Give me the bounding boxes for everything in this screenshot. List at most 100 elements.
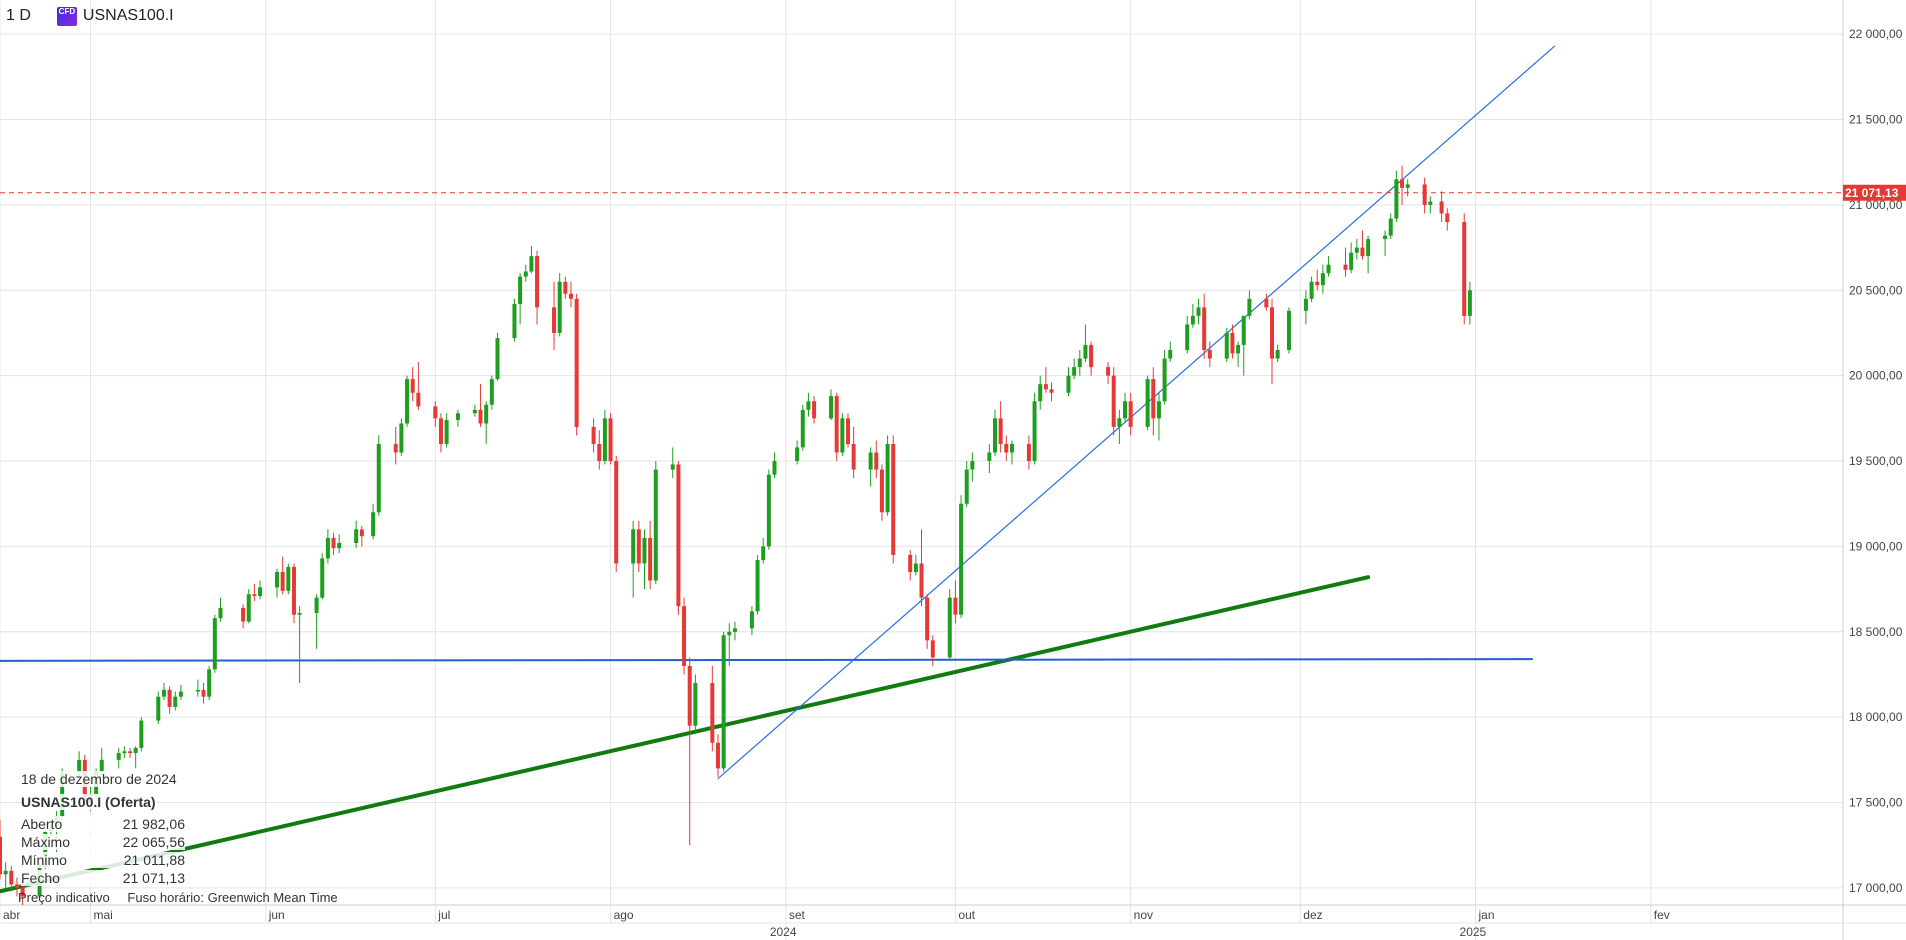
- candle-body: [1422, 184, 1427, 205]
- candle-body: [512, 303, 517, 339]
- candle-body: [908, 554, 913, 573]
- candle-body: [1168, 350, 1173, 359]
- candle-body: [1072, 367, 1077, 376]
- candle-body: [20, 887, 25, 897]
- candle-body: [636, 529, 641, 564]
- candle-body: [1004, 443, 1009, 453]
- candle-body: [772, 461, 777, 475]
- candle-body: [868, 452, 873, 470]
- candle: [1004, 435, 1009, 462]
- candle-body: [670, 464, 675, 470]
- candle: [1032, 392, 1037, 465]
- candle-body: [964, 469, 969, 504]
- candle-body: [1445, 213, 1450, 222]
- candle: [721, 631, 726, 772]
- interval-button[interactable]: 1 D: [6, 7, 31, 24]
- candle: [173, 691, 178, 711]
- candle: [201, 683, 206, 704]
- tooltip-label: Aberto: [21, 816, 63, 832]
- candle-body: [1049, 389, 1054, 393]
- candle-body: [472, 409, 477, 414]
- candle-body: [800, 409, 805, 448]
- candle: [874, 440, 879, 479]
- candle: [1388, 213, 1393, 240]
- candle: [1422, 177, 1427, 214]
- candle: [608, 413, 613, 465]
- candle-body: [444, 420, 449, 444]
- candle-body: [721, 635, 726, 769]
- candle-body: [167, 689, 172, 707]
- candle: [806, 392, 811, 417]
- candle: [478, 384, 483, 427]
- candle: [913, 554, 918, 576]
- candle: [998, 401, 1003, 453]
- candle: [1043, 367, 1048, 393]
- candle: [1439, 191, 1444, 222]
- candle-body: [371, 512, 376, 537]
- candle: [868, 447, 873, 487]
- candle: [947, 589, 952, 661]
- candle-body: [885, 443, 890, 513]
- candle: [1264, 293, 1269, 311]
- last-price-marker: 21 071,13: [0, 184, 1906, 201]
- candle: [1123, 392, 1128, 422]
- candle-body: [128, 751, 133, 754]
- candle-body: [9, 870, 14, 885]
- candle-body: [1467, 290, 1472, 316]
- symbol-label[interactable]: USNAS100.I: [82, 7, 174, 24]
- candle-body: [484, 404, 489, 424]
- candle-body: [252, 594, 257, 596]
- candle: [218, 597, 223, 622]
- month-tick-label: ago: [614, 908, 634, 922]
- candle: [518, 273, 523, 325]
- candle: [879, 464, 884, 521]
- candle: [715, 734, 720, 777]
- candle-body: [207, 669, 212, 697]
- candle: [405, 375, 410, 427]
- candle-body: [1077, 358, 1082, 368]
- candle: [280, 556, 285, 595]
- candle: [568, 281, 573, 308]
- candle: [178, 684, 183, 701]
- candle: [1009, 440, 1014, 465]
- time-axis: abr mai jun jul ago set out nov dez jan fev 2024 202…: [3, 908, 1670, 939]
- tooltip-row-high: Máximo 22 065,56: [21, 834, 185, 850]
- month-tick-label: dez: [1303, 908, 1322, 922]
- month-tick-label: jun: [268, 908, 285, 922]
- candle-body: [648, 537, 653, 581]
- candle: [1360, 230, 1365, 260]
- candle-body: [597, 443, 602, 462]
- candle: [275, 568, 280, 598]
- candle-body: [337, 543, 342, 549]
- candle: [851, 426, 856, 479]
- candle: [591, 418, 596, 453]
- candle: [1286, 307, 1291, 354]
- candle-body: [495, 338, 500, 380]
- candle: [812, 396, 817, 424]
- candle-body: [891, 443, 896, 555]
- candle-body: [77, 759, 82, 772]
- candle-body: [631, 529, 636, 564]
- candle: [495, 332, 500, 381]
- candle-body: [116, 753, 121, 760]
- candle: [376, 435, 381, 516]
- cfd-badge-icon: CFD: [56, 6, 77, 26]
- candle-body: [1196, 307, 1201, 316]
- candle: [128, 747, 133, 759]
- candle: [14, 877, 19, 897]
- candle: [337, 534, 342, 554]
- candle: [1083, 324, 1088, 362]
- candle: [761, 537, 766, 564]
- candle-body: [715, 742, 720, 769]
- chart-footer: Preço indicativo Fuso horário: Greenwich…: [18, 890, 338, 905]
- candle: [133, 746, 138, 769]
- candle: [1151, 367, 1156, 436]
- candle: [410, 367, 415, 402]
- candle: [1354, 239, 1359, 260]
- candle: [631, 520, 636, 598]
- candle-body: [399, 423, 404, 453]
- tooltip-title: USNAS100.I (Oferta): [21, 794, 156, 810]
- tooltip-label: Máximo: [21, 834, 71, 850]
